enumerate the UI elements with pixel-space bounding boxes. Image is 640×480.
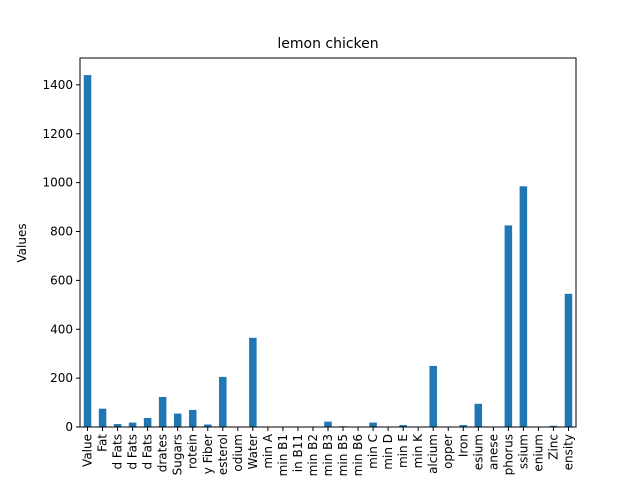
- y-tick-label-0: 0: [65, 420, 73, 434]
- x-tick-label-20: min D: [381, 434, 395, 470]
- x-tick-label-9: esterol: [216, 434, 230, 475]
- x-tick-label-18: min B6: [351, 434, 365, 476]
- x-tick-label-26: esium: [471, 434, 485, 470]
- x-tick-label-15: min B2: [306, 434, 320, 476]
- y-tick-label-5: 1000: [42, 176, 73, 190]
- x-tick-label-14: in B11: [291, 434, 305, 472]
- bar-8: [204, 424, 212, 427]
- x-tick-label-11: Water: [246, 434, 260, 470]
- bar-25: [459, 425, 468, 427]
- x-tick-label-29: ssium: [516, 434, 530, 469]
- x-tick-label-4: d Fats: [141, 434, 155, 470]
- chart-title: lemon chicken: [277, 36, 378, 52]
- x-tick-label-27: anese: [486, 434, 500, 470]
- bar-9: [219, 376, 227, 427]
- x-tick-label-2: d Fats: [111, 434, 125, 470]
- x-tick-label-1: Fat: [96, 434, 110, 452]
- x-tick-label-5: drates: [156, 434, 170, 472]
- y-tick-label-4: 800: [50, 225, 73, 239]
- x-tick-label-3: d Fats: [126, 434, 140, 470]
- x-tick-label-17: min B5: [336, 434, 350, 476]
- bar-5: [158, 396, 167, 427]
- x-tick-label-31: Zinc: [546, 434, 560, 460]
- bar-11: [249, 337, 257, 427]
- x-tick-label-16: min B3: [321, 434, 335, 476]
- x-tick-label-12: min A: [261, 433, 275, 468]
- bar-31: [549, 425, 558, 427]
- x-tick-label-10: odium: [231, 434, 245, 472]
- bar-16: [324, 421, 332, 427]
- bar-0: [83, 75, 92, 427]
- bar-23: [429, 365, 437, 427]
- y-tick-label-6: 1200: [42, 127, 73, 141]
- y-ticks-group: 0 200 400 600 800 1000 1200 1400: [42, 78, 80, 434]
- bar-28: [504, 225, 513, 427]
- y-tick-label-3: 600: [50, 273, 73, 287]
- y-tick-label-7: 1400: [42, 78, 73, 92]
- x-tick-label-0: Value: [81, 434, 95, 467]
- x-tick-label-6: Sugars: [171, 434, 185, 475]
- bar-29: [519, 186, 528, 427]
- bar-19: [369, 422, 377, 427]
- bar-2: [113, 424, 122, 427]
- bar-1: [98, 408, 107, 427]
- bar-32: [564, 293, 573, 427]
- bars-group: [83, 75, 573, 427]
- x-tick-label-21: min E: [396, 434, 410, 468]
- x-tick-label-28: phorus: [501, 434, 515, 475]
- y-tick-label-2: 400: [50, 322, 73, 336]
- bar-26: [474, 403, 483, 427]
- x-tick-label-24: opper: [441, 434, 455, 469]
- x-tick-label-25: Iron: [456, 434, 470, 457]
- bar-21: [399, 425, 407, 427]
- x-tick-label-32: ensity: [561, 434, 575, 470]
- bar-3: [128, 422, 137, 427]
- bar-4: [143, 417, 152, 427]
- x-tick-label-30: enium: [531, 434, 545, 472]
- x-ticks-group: Value Fat d Fats d Fats d Fats drates Sugars ro…: [81, 427, 575, 476]
- bar-7: [188, 409, 197, 427]
- x-tick-label-8: y Fiber: [201, 434, 215, 474]
- y-axis-label: Values: [15, 223, 29, 262]
- plot-frame: [79, 57, 577, 428]
- x-tick-label-7: rotein: [186, 434, 200, 469]
- bar-6: [173, 413, 182, 427]
- y-tick-label-1: 200: [50, 371, 73, 385]
- x-tick-label-23: alcium: [426, 434, 440, 474]
- x-tick-label-13: min B1: [276, 434, 290, 476]
- x-tick-label-22: min K: [411, 433, 425, 468]
- x-tick-label-19: min C: [366, 434, 380, 469]
